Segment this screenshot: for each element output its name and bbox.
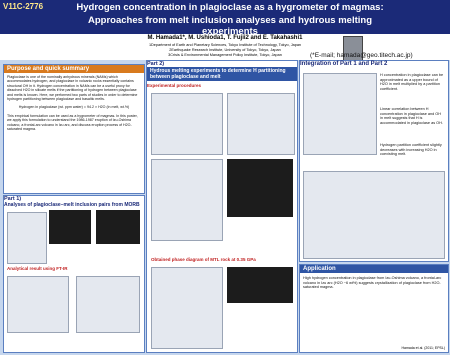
plot-figure xyxy=(7,276,69,333)
section-heading: Integration of Part 1 and Part 2 xyxy=(300,61,388,67)
bullet: Linear correlation between H concentrati… xyxy=(380,107,443,125)
plot-figure xyxy=(76,276,140,333)
sub-heading: Experimental procedures xyxy=(147,83,202,88)
bullet: Hydrogen partition coefficient slightly … xyxy=(380,143,442,157)
section-heading: Analyses of plagioclase–melt inclusion p… xyxy=(4,202,140,208)
plot-figure xyxy=(151,267,223,349)
photo-figure xyxy=(227,159,293,217)
plot-figure xyxy=(303,73,377,155)
part2-panel: Part 2) Hydrous melting experiments to d… xyxy=(146,60,298,353)
poster-code: V11C-2776 xyxy=(3,2,44,11)
section-heading: Application xyxy=(300,265,448,273)
paragraph: Hydrogen in plagioclase (wt. ppm water) … xyxy=(18,105,130,110)
paragraph: This empirical formulation can be used a… xyxy=(7,113,138,132)
section-heading: Purpose and quick summary xyxy=(4,65,144,73)
section-heading: Hydrous melting experiments to determine… xyxy=(147,67,297,81)
citation: Hamada et al. (2011; EPSL) xyxy=(401,346,445,350)
application-panel: Application High hydrogen concentration … xyxy=(299,264,449,353)
paragraph: Plagioclase is one of the nominally anhy… xyxy=(7,75,138,102)
paragraph: High hydrogen concentration in plagiocla… xyxy=(303,276,442,290)
affiliation: 1Department of Earth and Planetary Scien… xyxy=(148,43,302,47)
photo-figure xyxy=(49,210,91,244)
title-line: Hydrogen concentration in plagioclase as… xyxy=(76,2,384,13)
table-figure xyxy=(7,212,47,264)
banner xyxy=(0,0,450,34)
affiliation: 3Crisis & Environmental Management Polic… xyxy=(168,53,282,57)
diagram-figure xyxy=(151,93,223,155)
section-label: Part 2) xyxy=(147,61,165,67)
diagram-figure xyxy=(227,93,295,155)
section-label: Part 1) xyxy=(4,196,22,202)
purpose-panel: Purpose and quick summary Plagioclase is… xyxy=(3,64,145,194)
photo-figure xyxy=(227,267,293,303)
photo-figure xyxy=(96,210,140,244)
authors: M. Hamada1*, M. Ushioda1, T. Fujii2 and … xyxy=(147,35,303,41)
email: (*E-mail; hamada@geo.titech.ac.jp) xyxy=(310,52,413,59)
sub-heading: Obtained phase diagram of MTL rock at 0.… xyxy=(151,257,256,262)
author-band xyxy=(0,34,450,60)
table-figure xyxy=(151,159,223,241)
plot-figure xyxy=(303,171,445,259)
title-line: Approaches from melt inclusion analyses … xyxy=(87,15,372,37)
sub-heading: Analytical result using FT-IR xyxy=(7,266,68,271)
integration-panel: Integration of Part 1 and Part 2 H conce… xyxy=(299,60,449,262)
part1-panel: Part 1) Analyses of plagioclase–melt inc… xyxy=(3,195,145,353)
affiliation: 2Earthquake Research Institute, Universi… xyxy=(169,48,281,52)
bullet: H concentration in plagioclase can be ap… xyxy=(380,73,444,91)
